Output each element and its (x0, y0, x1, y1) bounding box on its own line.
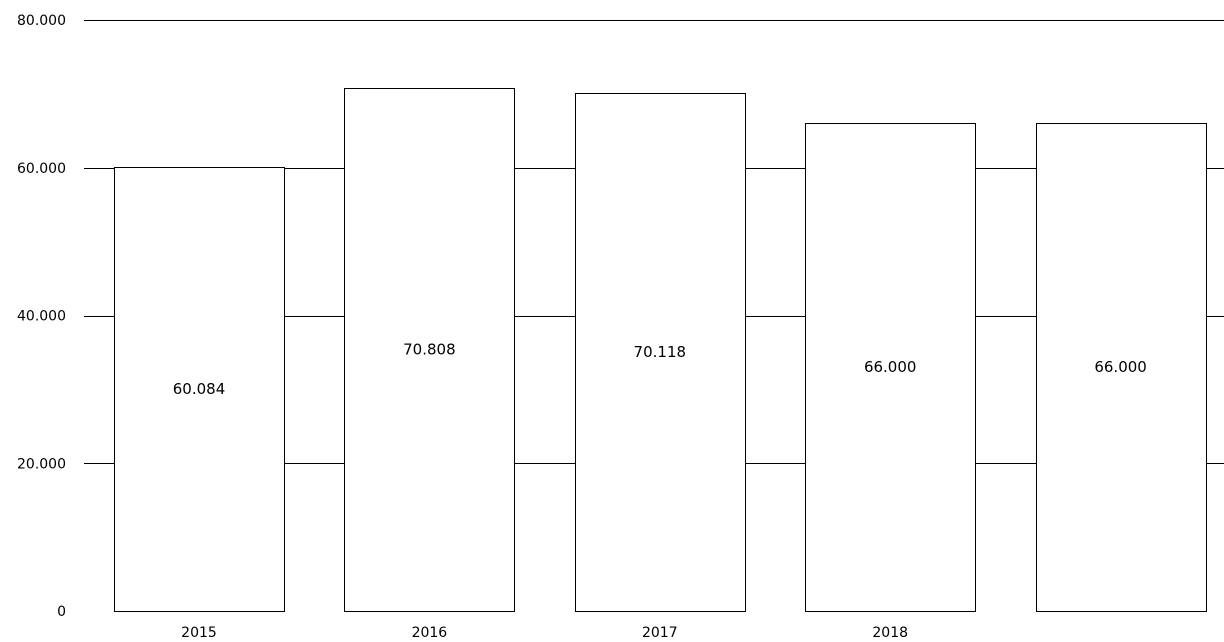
x-category-label: 2016 (412, 625, 448, 641)
y-tick-label: 0 (57, 604, 66, 620)
bar-2018 (805, 123, 976, 612)
y-tick-label: 40.000 (17, 309, 66, 325)
bar-value-label: 70.118 (634, 343, 687, 361)
bar-value-label: 70.808 (403, 340, 456, 358)
bar-2016 (344, 88, 515, 612)
bar-value-label: 66.000 (1094, 358, 1147, 376)
bar-value-label: 66.000 (864, 358, 917, 376)
bar-value-labels: 60.084 70.808 70.118 66.000 66.000 (173, 340, 1147, 398)
x-category-label: 2015 (181, 625, 217, 641)
bar-item-5 (1036, 123, 1207, 612)
x-axis-category-labels: 2015 2016 2017 2018 (181, 625, 908, 641)
bar-2017 (575, 93, 746, 612)
x-category-label: 2017 (642, 625, 678, 641)
bar-value-label: 60.084 (173, 380, 226, 398)
y-axis-tick-labels: 0 20.000 40.000 60.000 80.000 (17, 13, 66, 620)
bar-2015 (114, 167, 285, 612)
y-tick-label: 20.000 (17, 456, 66, 472)
y-tick-label: 60.000 (17, 161, 66, 177)
bars (114, 88, 1207, 612)
y-tick-label: 80.000 (17, 13, 66, 29)
x-category-label: 2018 (872, 625, 908, 641)
